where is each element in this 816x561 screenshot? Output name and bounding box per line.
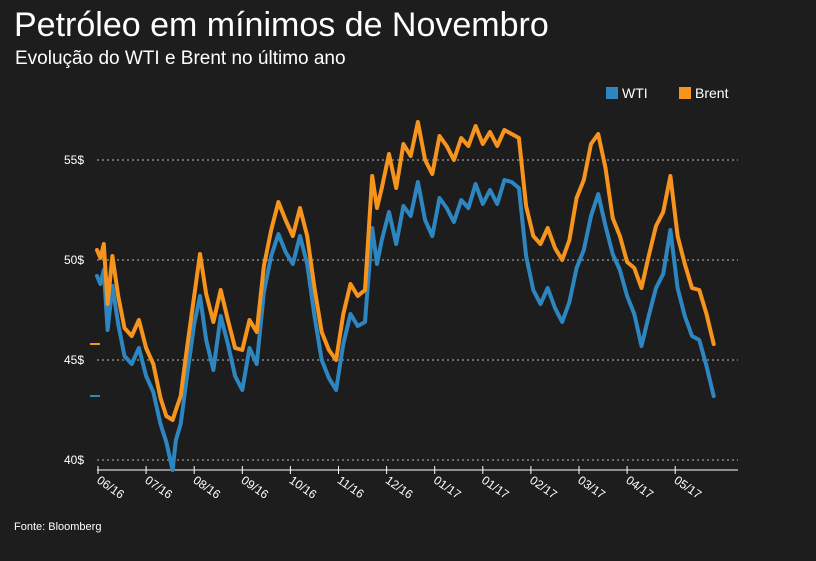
x-tick-label: 10/16 [287, 473, 320, 502]
legend: WTI Brent [606, 85, 729, 101]
x-tick-label: 11/16 [335, 473, 367, 501]
grid-lines [97, 159, 738, 461]
x-tick-label: 06/16 [94, 473, 127, 502]
legend-swatch-brent [679, 87, 691, 99]
series-line-brent [95, 120, 716, 422]
x-tick-label: 09/16 [239, 473, 272, 502]
x-tick-label: 02/17 [527, 473, 560, 502]
y-tick-label: 40$ [64, 453, 84, 467]
source-note: Fonte: Bloomberg [14, 521, 102, 533]
x-tick-label: 08/16 [190, 473, 223, 502]
legend-label-brent: Brent [695, 85, 729, 101]
x-axis-ticks: 06/16 07/16 08/16 09/16 10/16 11/16 12/16 01/17… [94, 466, 704, 502]
page-title: Petróleo em mínimos de Novembro [14, 6, 549, 44]
x-tick-label: 05/17 [671, 473, 704, 502]
y-tick-label: 50$ [64, 253, 84, 267]
y-axis-ticks: 55$ 50$ 45$ 40$ [64, 153, 84, 467]
x-tick-label: 03/17 [575, 473, 608, 502]
legend-swatch-wti [606, 87, 618, 99]
x-tick-label: 01/17 [431, 473, 464, 502]
x-tick-label: 12/16 [383, 473, 416, 502]
page-subtitle: Evolução do WTI e Brent no último ano [15, 48, 346, 69]
last-value-markers [90, 343, 100, 397]
series-lines [95, 120, 716, 472]
x-tick-label: 01/17 [479, 473, 512, 502]
series-line-wti [95, 178, 716, 472]
y-tick-label: 45$ [64, 353, 84, 367]
x-tick-label: 07/16 [142, 473, 175, 502]
legend-label-wti: WTI [622, 85, 648, 101]
x-tick-label: 04/17 [623, 473, 656, 502]
y-tick-label: 55$ [64, 153, 84, 167]
